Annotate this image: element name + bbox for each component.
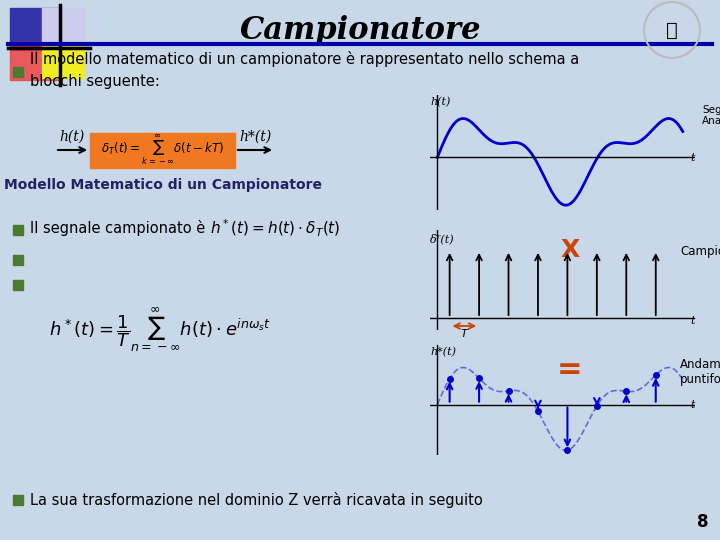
Text: 8: 8 bbox=[696, 513, 708, 531]
Text: 🎓: 🎓 bbox=[666, 21, 678, 39]
Bar bbox=[90, 132, 235, 167]
Text: t: t bbox=[690, 153, 695, 163]
Text: h*(t): h*(t) bbox=[239, 130, 271, 144]
Text: Campionatore: Campionatore bbox=[239, 15, 481, 45]
Bar bbox=[10, 42, 62, 80]
Bar bbox=[10, 8, 62, 50]
Text: T: T bbox=[461, 329, 468, 339]
Bar bbox=[42, 44, 84, 78]
Text: Andamento
puntiforme: Andamento puntiforme bbox=[680, 358, 720, 386]
Text: Il segnale campionato è: Il segnale campionato è bbox=[30, 220, 205, 236]
Text: t: t bbox=[690, 400, 695, 410]
Text: $\delta_T(t)=\sum_{k=-\infty}^{\infty}\delta(t-kT)$: $\delta_T(t)=\sum_{k=-\infty}^{\infty}\d… bbox=[101, 133, 224, 167]
Text: $h^*(t)=\dfrac{1}{T}\sum_{n=-\infty}^{\infty}h(t)\cdot e^{in\omega_s t}$: $h^*(t)=\dfrac{1}{T}\sum_{n=-\infty}^{\i… bbox=[49, 306, 271, 354]
Text: h(t): h(t) bbox=[430, 97, 451, 107]
Text: Modello Matematico di un Campionatore: Modello Matematico di un Campionatore bbox=[4, 178, 322, 192]
Bar bbox=[42, 8, 84, 42]
Text: t: t bbox=[690, 316, 695, 326]
Text: $h^*(t) = h(t)\cdot\delta_T(t)$: $h^*(t) = h(t)\cdot\delta_T(t)$ bbox=[210, 218, 341, 239]
Text: La sua trasformazione nel dominio Z verrà ricavata in seguito: La sua trasformazione nel dominio Z verr… bbox=[30, 492, 482, 508]
Text: h*(t): h*(t) bbox=[430, 347, 456, 357]
Text: δᵀ(t): δᵀ(t) bbox=[430, 234, 454, 245]
Text: =: = bbox=[557, 355, 582, 384]
Text: Il modello matematico di un campionatore è rappresentato nello schema a
blocchi : Il modello matematico di un campionatore… bbox=[30, 51, 580, 89]
Text: Campionatore: Campionatore bbox=[680, 246, 720, 259]
Text: h(t): h(t) bbox=[59, 130, 85, 144]
Text: X: X bbox=[560, 238, 580, 262]
Text: Segnale
Analogico: Segnale Analogico bbox=[703, 105, 720, 126]
